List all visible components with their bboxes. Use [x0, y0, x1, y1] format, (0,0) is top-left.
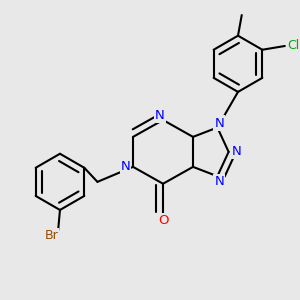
- Text: O: O: [158, 214, 168, 227]
- Text: N: N: [121, 160, 130, 173]
- Text: Br: Br: [44, 229, 58, 242]
- Text: Cl: Cl: [287, 40, 299, 52]
- Text: N: N: [214, 175, 224, 188]
- Text: N: N: [214, 116, 224, 130]
- Text: N: N: [155, 109, 165, 122]
- Text: N: N: [232, 146, 242, 158]
